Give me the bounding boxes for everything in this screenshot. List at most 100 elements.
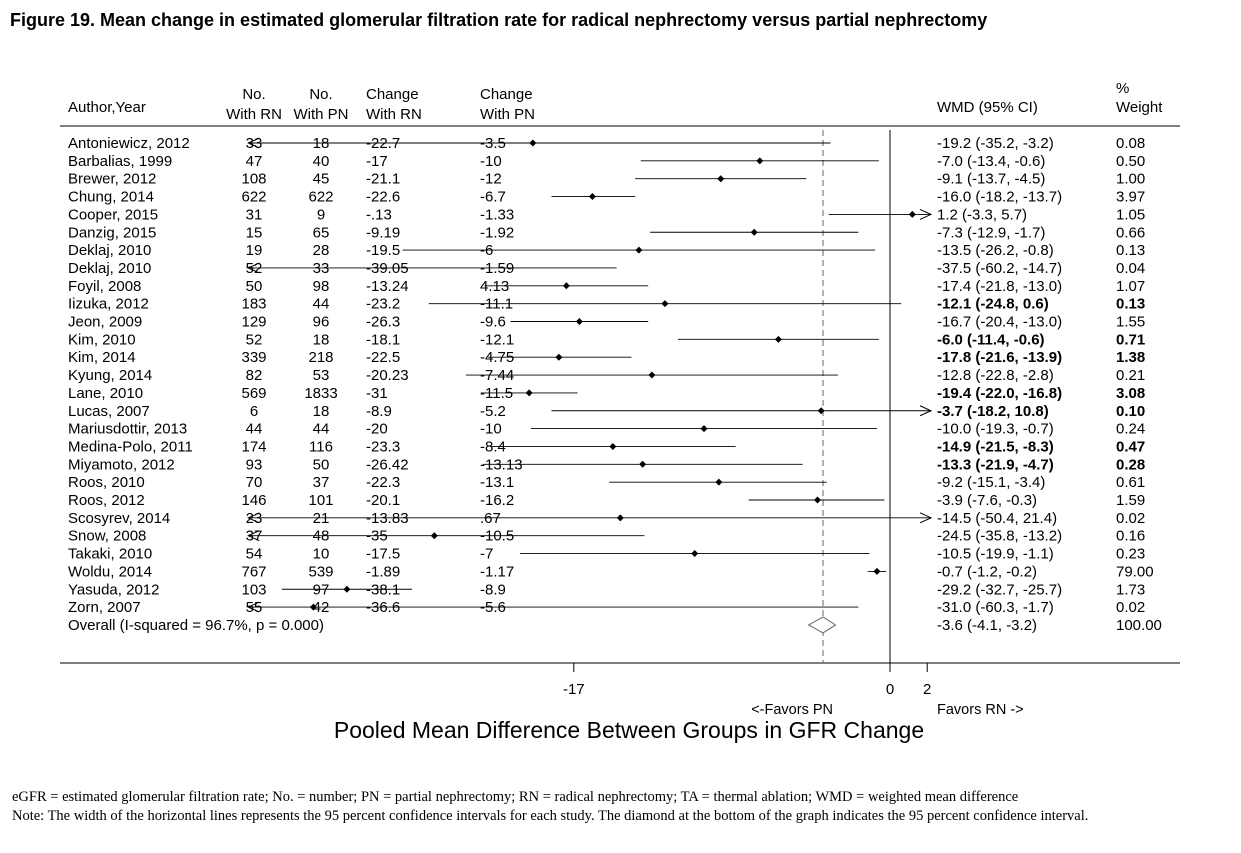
forest-plot: Author,Year No. With RN No. With PN Change Wit… <box>60 80 1180 743</box>
study-n-rn: 50 <box>246 278 263 295</box>
study-point <box>309 603 317 611</box>
study-change-rn: -26.3 <box>366 314 400 331</box>
study-change-rn: -13.83 <box>366 510 409 527</box>
study-wmd-ci: -10.0 (-19.3, -0.7) <box>937 421 1054 438</box>
study-weight: 0.08 <box>1116 135 1145 152</box>
study-n-pn: 101 <box>308 492 333 509</box>
study-n-pn: 42 <box>313 599 330 616</box>
study-point <box>813 496 821 504</box>
study-n-rn: 622 <box>241 189 266 206</box>
study-point <box>908 210 916 218</box>
study-wmd-ci: -7.0 (-13.4, -0.6) <box>937 153 1045 170</box>
study-point <box>717 175 725 183</box>
study-ci-arrow-left <box>247 137 260 149</box>
study-wmd-ci: -0.7 (-1.2, -0.2) <box>937 563 1037 580</box>
header-chg-rn-line1: Change <box>366 86 419 103</box>
study-change-pn: 4.13 <box>480 278 509 295</box>
study-wmd-ci: -31.0 (-60.3, -1.7) <box>937 599 1054 616</box>
study-weight: 0.66 <box>1116 224 1145 241</box>
study-change-rn: -17.5 <box>366 546 400 563</box>
study-change-rn: -38.1 <box>366 581 400 598</box>
overall-weight: 100.00 <box>1116 617 1162 634</box>
study-n-rn: 174 <box>241 438 266 455</box>
study-change-pn: -8.9 <box>480 581 506 598</box>
study-wmd-ci: -3.7 (-18.2, 10.8) <box>937 403 1049 420</box>
study-wmd-ci: -17.4 (-21.8, -13.0) <box>937 278 1062 295</box>
study-weight: 0.10 <box>1116 403 1145 420</box>
study-wmd-ci: -14.5 (-50.4, 21.4) <box>937 510 1057 527</box>
study-point <box>700 425 708 433</box>
study-n-rn: 47 <box>246 153 263 170</box>
study-n-pn: 218 <box>308 349 333 366</box>
study-change-pn: -12.1 <box>480 331 514 348</box>
study-author: Chung, 2014 <box>68 189 154 206</box>
study-change-pn: -7 <box>480 546 493 563</box>
study-author: Roos, 2012 <box>68 492 145 509</box>
study-change-rn: -1.89 <box>366 563 400 580</box>
study-n-rn: 33 <box>246 135 263 152</box>
study-author: Danzig, 2015 <box>68 224 156 241</box>
study-change-pn: -4.75 <box>480 349 514 366</box>
study-weight: 0.47 <box>1116 438 1145 455</box>
study-author: Roos, 2010 <box>68 474 145 491</box>
study-wmd-ci: -14.9 (-21.5, -8.3) <box>937 438 1054 455</box>
study-n-pn: 622 <box>308 189 333 206</box>
study-author: Brewer, 2012 <box>68 171 156 188</box>
study-point <box>588 193 596 201</box>
study-ci-arrow-right <box>919 208 933 220</box>
study-change-pn: -13.13 <box>480 456 523 473</box>
study-author: Antoniewicz, 2012 <box>68 135 190 152</box>
study-point <box>609 442 617 450</box>
study-change-pn: -9.6 <box>480 314 506 331</box>
study-author: Deklaj, 2010 <box>68 242 151 259</box>
study-change-pn: -13.1 <box>480 474 514 491</box>
study-point <box>555 353 563 361</box>
study-n-rn: 93 <box>246 456 263 473</box>
study-n-rn: 44 <box>246 421 263 438</box>
study-change-rn: -20 <box>366 421 388 438</box>
study-weight: 0.21 <box>1116 367 1145 384</box>
x-axis-label: Pooled Mean Difference Between Groups in… <box>334 717 924 743</box>
study-n-rn: 52 <box>246 260 263 277</box>
favors-pn-label: <-Favors PN <box>751 702 833 718</box>
study-n-pn: 50 <box>313 456 330 473</box>
study-ci-arrow-right <box>919 512 933 524</box>
study-author: Woldu, 2014 <box>68 563 152 580</box>
study-wmd-ci: -7.3 (-12.9, -1.7) <box>937 224 1045 241</box>
study-change-rn: -9.19 <box>366 224 400 241</box>
study-n-pn: 18 <box>313 403 330 420</box>
study-weight: 1.00 <box>1116 171 1145 188</box>
study-weight: 1.73 <box>1116 581 1145 598</box>
study-wmd-ci: -24.5 (-35.8, -13.2) <box>937 528 1062 545</box>
study-ci-arrow-left <box>247 601 260 613</box>
study-wmd-ci: -9.1 (-13.7, -4.5) <box>937 171 1045 188</box>
header-n-rn-line1: No. <box>242 86 265 103</box>
study-weight: 0.16 <box>1116 528 1145 545</box>
study-change-rn: -17 <box>366 153 388 170</box>
study-change-pn: -10 <box>480 153 502 170</box>
study-change-rn: -8.9 <box>366 403 392 420</box>
header-weight-line1: % <box>1116 80 1129 97</box>
study-n-rn: 37 <box>246 528 263 545</box>
study-wmd-ci: -6.0 (-11.4, -0.6) <box>937 331 1045 348</box>
study-author: Takaki, 2010 <box>68 546 152 563</box>
study-n-pn: 96 <box>313 314 330 331</box>
study-weight: 79.00 <box>1116 563 1154 580</box>
study-change-pn: -10 <box>480 421 502 438</box>
study-n-pn: 44 <box>313 421 330 438</box>
study-n-rn: 183 <box>241 296 266 313</box>
study-change-pn: -16.2 <box>480 492 514 509</box>
study-change-rn: -13.24 <box>366 278 409 295</box>
study-weight: 0.71 <box>1116 331 1145 348</box>
study-n-pn: 65 <box>313 224 330 241</box>
study-point <box>817 407 825 415</box>
study-change-rn: -31 <box>366 385 388 402</box>
study-point <box>343 585 351 593</box>
study-wmd-ci: -19.4 (-22.0, -16.8) <box>937 385 1062 402</box>
study-change-pn: -6 <box>480 242 493 259</box>
study-weight: 1.59 <box>1116 492 1145 509</box>
study-point <box>648 371 656 379</box>
study-point <box>575 318 583 325</box>
study-weight: 0.24 <box>1116 421 1145 438</box>
study-author: Lane, 2010 <box>68 385 143 402</box>
